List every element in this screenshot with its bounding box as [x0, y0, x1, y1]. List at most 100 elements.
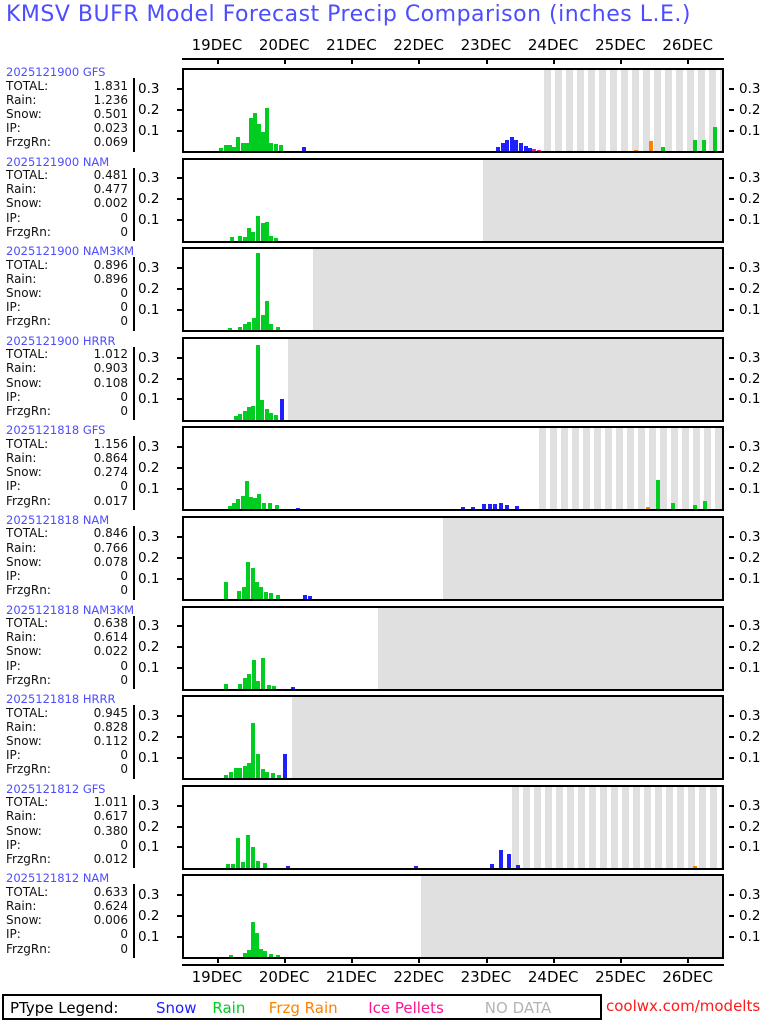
axis-tick-label: 23DEC — [460, 968, 512, 986]
credit-link[interactable]: coolwx.com/modelts — [606, 997, 761, 1015]
stat-label: TOTAL: — [6, 526, 49, 541]
stats-divider — [133, 615, 135, 690]
y-axis-tick — [729, 825, 734, 828]
precip-bar — [260, 399, 264, 420]
precip-bar — [223, 581, 228, 599]
stat-label: TOTAL: — [6, 168, 49, 183]
stat-label: Snow: — [6, 375, 42, 390]
precip-bar — [265, 108, 270, 151]
stat-label: IP: — [6, 569, 21, 584]
panel-stats: 2025121900 NAM3KM TOTAL: 0.896 Rain: 0.896 Sn… — [4, 244, 134, 335]
precip-bar — [245, 834, 250, 868]
y-axis-right: 0.3 0.2 0.1 — [727, 156, 768, 246]
no-data-region — [512, 786, 722, 868]
legend-item-frzg-rain: Frzg Rain — [268, 999, 338, 1017]
top-date-axis: 19DEC 20DEC 21DEC 22DEC 23DEC 24DEC 25DEC 26DEC — [0, 36, 768, 66]
y-axis-label: 0.2 — [138, 908, 160, 925]
y-axis-tick — [729, 556, 734, 559]
stat-label: TOTAL: — [6, 884, 49, 899]
model-panel: 2025121812 GFS TOTAL: 1.011 Rain: 0.617 Snow:… — [0, 782, 768, 873]
axis-tick — [418, 58, 421, 64]
stat-value: 0.017 — [93, 493, 128, 508]
stat-row: Rain: 0.617 — [6, 809, 134, 824]
y-axis-tick — [729, 804, 734, 807]
y-axis-label: 0.3 — [138, 797, 160, 814]
y-axis-label: 0.1 — [739, 749, 761, 766]
stats-divider — [133, 167, 135, 242]
axis-tick — [620, 957, 623, 963]
precip-bar — [257, 494, 262, 510]
page-title: KMSV BUFR Model Forecast Precip Comparis… — [6, 2, 691, 27]
legend-item-snow: Snow — [156, 999, 197, 1017]
stat-value: 0 — [120, 762, 128, 777]
y-axis-tick — [177, 267, 182, 270]
stat-label: Snow: — [6, 286, 42, 301]
precip-bar — [251, 723, 256, 779]
stat-value: 0 — [120, 389, 128, 404]
axis-tick-label: 22DEC — [393, 968, 444, 986]
precip-bar — [693, 504, 698, 510]
y-axis-label: 0.2 — [739, 728, 761, 745]
stat-value: 0 — [120, 210, 128, 225]
stat-label: Rain: — [6, 451, 37, 466]
y-axis-tick — [729, 488, 734, 491]
stat-label: FrzgRn: — [6, 404, 51, 419]
y-axis-tick — [177, 287, 182, 290]
model-panel: 2025121812 NAM TOTAL: 0.633 Rain: 0.624 Snow:… — [0, 871, 768, 962]
stat-row: FrzgRn: 0.069 — [6, 135, 134, 149]
y-axis-tick — [729, 715, 734, 718]
axis-tick-label: 20DEC — [258, 36, 310, 54]
stats-divider — [133, 78, 135, 152]
y-axis-label: 0.3 — [739, 797, 761, 814]
stat-label: Rain: — [6, 92, 37, 107]
precip-bar — [223, 684, 228, 689]
y-axis-tick — [729, 894, 734, 897]
precip-bar — [259, 586, 264, 599]
y-axis-tick — [729, 756, 734, 759]
stat-value: 0.617 — [93, 809, 128, 824]
stat-label: TOTAL: — [6, 78, 49, 93]
precip-bar — [257, 123, 262, 151]
stat-row: FrzgRn: 0 — [6, 314, 134, 328]
y-axis-label: 0.3 — [138, 260, 160, 277]
stat-row: FrzgRn: 0 — [6, 583, 134, 597]
precip-bar — [229, 954, 234, 958]
y-axis-label: 0.2 — [739, 639, 761, 656]
y-axis-tick — [177, 915, 182, 918]
precip-bar — [247, 673, 252, 689]
y-axis-tick — [177, 667, 182, 670]
precip-bar — [247, 228, 252, 241]
stat-value: 0.638 — [93, 616, 128, 631]
precip-bar — [251, 659, 256, 689]
precip-bar — [227, 145, 232, 151]
axis-tick-label: 23DEC — [460, 36, 512, 54]
precip-bar — [250, 846, 255, 868]
y-axis-tick — [729, 356, 734, 359]
stat-value: 0 — [120, 569, 128, 584]
panel-stats: 2025121900 GFS TOTAL: 1.831 Rain: 1.236 Snow:… — [4, 65, 134, 156]
precip-bar — [255, 344, 260, 420]
y-axis-label: 0.3 — [739, 618, 761, 635]
y-axis-label: 0.1 — [739, 929, 761, 946]
stat-value: 1.156 — [93, 436, 128, 451]
precip-bar — [254, 933, 259, 958]
y-axis-label: 0.3 — [739, 887, 761, 904]
legend-item-rain: Rain — [212, 999, 246, 1017]
y-axis-tick — [177, 377, 182, 380]
stat-label: FrzgRn: — [6, 224, 51, 239]
precip-bar — [240, 142, 245, 151]
stat-label: IP: — [6, 121, 21, 136]
stat-row: TOTAL: 0.945 — [6, 706, 134, 720]
panel-stats: 2025121818 HRRR TOTAL: 0.945 Rain: 0.828 Snow… — [4, 692, 134, 783]
stat-label: IP: — [6, 210, 21, 225]
precip-plot — [182, 515, 724, 601]
precip-bar — [523, 145, 528, 151]
stat-row: TOTAL: 0.846 — [6, 526, 134, 541]
y-axis-label: 0.2 — [138, 460, 160, 477]
y-axis-label: 0.2 — [138, 549, 160, 566]
stat-value: 0.633 — [93, 884, 128, 899]
precip-bar — [255, 253, 260, 331]
y-axis-tick — [729, 219, 734, 222]
precip-bar — [290, 686, 295, 689]
precip-bar — [274, 415, 279, 420]
